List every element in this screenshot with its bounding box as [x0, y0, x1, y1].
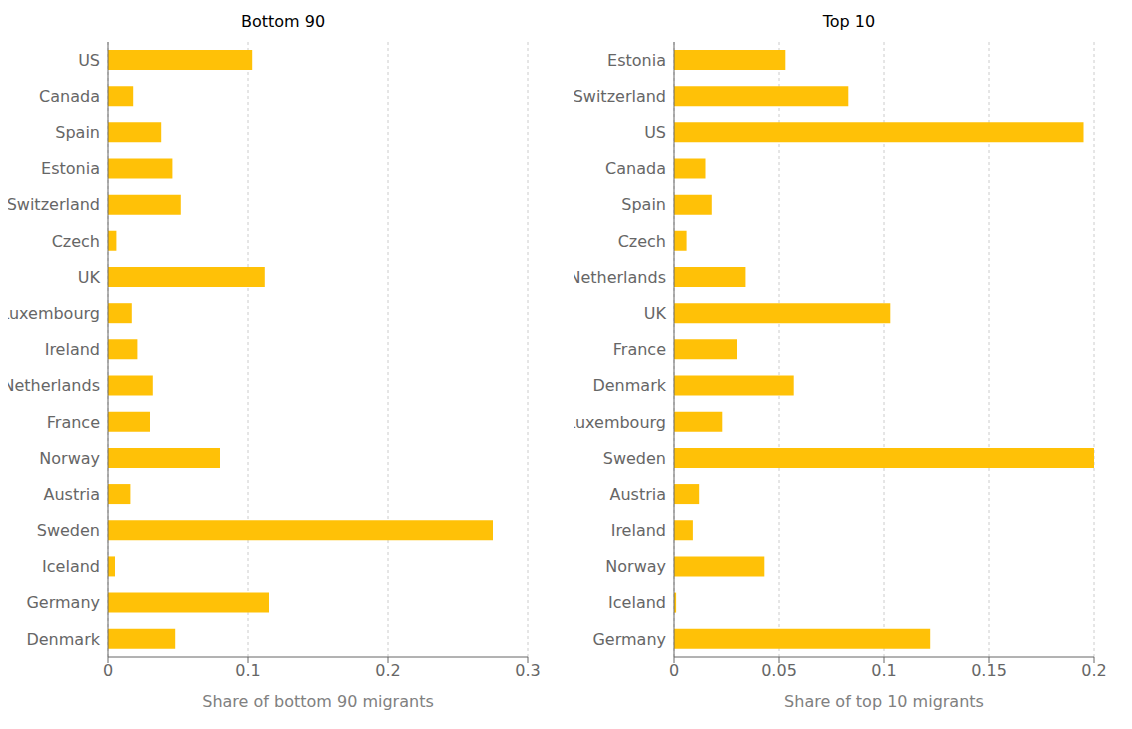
svg-text:Netherlands: Netherlands — [574, 268, 666, 287]
svg-text:Luxembourg: Luxembourg — [574, 413, 666, 432]
svg-text:Switzerland: Switzerland — [574, 87, 666, 106]
svg-text:Estonia: Estonia — [41, 159, 100, 178]
svg-text:Share of top 10 migrants: Share of top 10 migrants — [784, 692, 984, 711]
svg-text:Spain: Spain — [621, 195, 666, 214]
svg-text:Denmark: Denmark — [592, 376, 666, 395]
svg-text:0.3: 0.3 — [515, 661, 540, 680]
svg-text:Czech: Czech — [52, 232, 100, 251]
svg-text:UK: UK — [644, 304, 667, 323]
svg-text:0: 0 — [669, 661, 679, 680]
svg-text:Ireland: Ireland — [45, 340, 100, 359]
svg-text:Norway: Norway — [605, 557, 666, 576]
svg-text:Estonia: Estonia — [607, 51, 666, 70]
svg-text:Share of bottom 90 migrants: Share of bottom 90 migrants — [202, 692, 433, 711]
svg-text:US: US — [78, 51, 100, 70]
svg-text:Iceland: Iceland — [608, 593, 666, 612]
svg-text:US: US — [644, 123, 666, 142]
svg-text:Canada: Canada — [605, 159, 666, 178]
svg-text:Canada: Canada — [39, 87, 100, 106]
svg-text:France: France — [613, 340, 666, 359]
svg-text:0.2: 0.2 — [1081, 661, 1106, 680]
svg-text:Austria: Austria — [43, 485, 100, 504]
svg-text:0: 0 — [103, 661, 113, 680]
svg-text:Iceland: Iceland — [42, 557, 100, 576]
svg-text:0.1: 0.1 — [235, 661, 260, 680]
svg-text:Sweden: Sweden — [37, 521, 100, 540]
svg-text:Czech: Czech — [618, 232, 666, 251]
svg-text:0.15: 0.15 — [971, 661, 1007, 680]
svg-text:Austria: Austria — [609, 485, 666, 504]
svg-text:Germany: Germany — [26, 593, 100, 612]
svg-text:Luxembourg: Luxembourg — [8, 304, 100, 323]
svg-text:Ireland: Ireland — [611, 521, 666, 540]
svg-text:Netherlands: Netherlands — [8, 376, 100, 395]
svg-text:Germany: Germany — [592, 630, 666, 649]
svg-text:Switzerland: Switzerland — [8, 195, 100, 214]
svg-text:0.05: 0.05 — [761, 661, 797, 680]
svg-text:UK: UK — [78, 268, 101, 287]
svg-text:Norway: Norway — [39, 449, 100, 468]
svg-text:Spain: Spain — [55, 123, 100, 142]
svg-text:0.2: 0.2 — [375, 661, 400, 680]
svg-text:Denmark: Denmark — [26, 630, 100, 649]
html-text:Top 10: Top 10 — [822, 12, 876, 31]
svg-text:Sweden: Sweden — [603, 449, 666, 468]
svg-text:France: France — [47, 413, 100, 432]
svg-text:0.1: 0.1 — [871, 661, 896, 680]
html-text:Bottom 90: Bottom 90 — [240, 12, 326, 31]
